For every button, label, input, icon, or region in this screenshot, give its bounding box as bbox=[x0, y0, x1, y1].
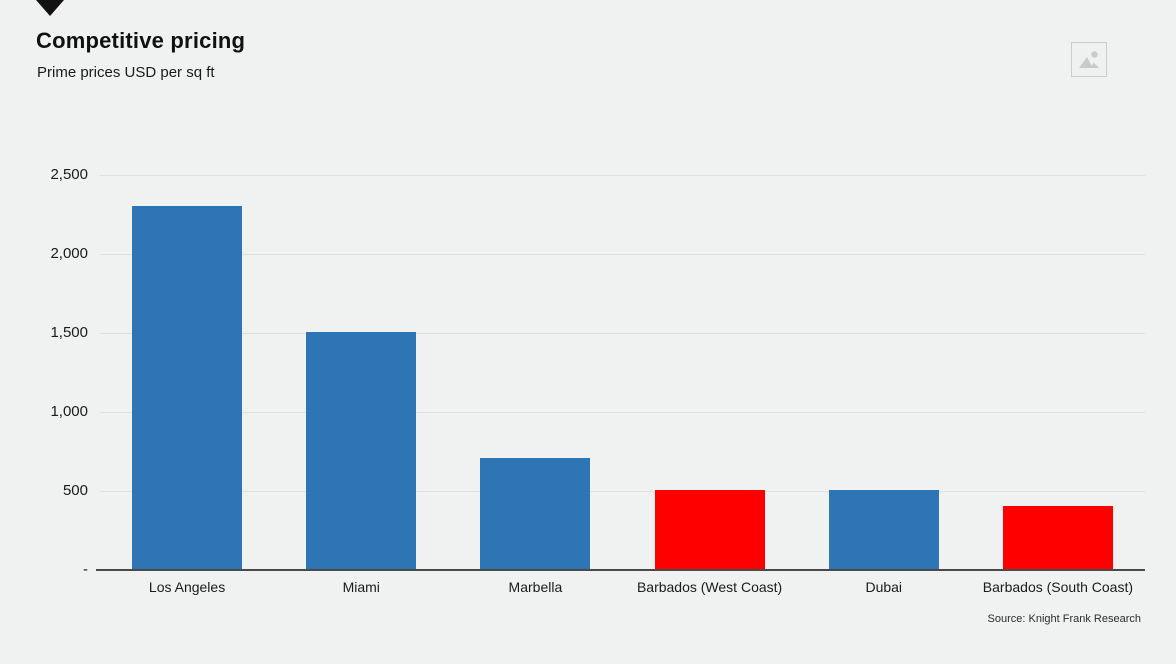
bar-miami bbox=[306, 332, 417, 569]
bar-barbados-west-coast bbox=[654, 490, 765, 569]
x-axis-label-barbados-west-coast: Barbados (West Coast) bbox=[636, 579, 783, 595]
x-axis-label-dubai: Dubai bbox=[865, 579, 903, 595]
gridline bbox=[100, 491, 1145, 492]
plot-area bbox=[96, 175, 1145, 571]
x-axis-label-los-angeles: Los Angeles bbox=[148, 579, 226, 595]
bar-los-angeles bbox=[132, 205, 243, 569]
y-axis-tick-label: - bbox=[83, 561, 88, 578]
source-credit: Source: Knight Frank Research bbox=[987, 613, 1141, 625]
y-axis-tick-label: 2,500 bbox=[50, 166, 88, 183]
broken-image-glyph bbox=[1079, 51, 1099, 68]
x-axis-label-barbados-south-coast: Barbados (South Coast) bbox=[982, 579, 1133, 595]
gridline bbox=[100, 333, 1145, 334]
broken-image-icon bbox=[1071, 42, 1107, 77]
bar-dubai bbox=[828, 490, 939, 569]
gridline bbox=[100, 175, 1145, 176]
bar-barbados-south-coast bbox=[1002, 505, 1113, 569]
gridline bbox=[100, 412, 1145, 413]
chart-title: Competitive pricing bbox=[36, 28, 246, 53]
x-axis-line bbox=[96, 569, 1145, 571]
chart-subtitle: Prime prices USD per sq ft bbox=[37, 64, 215, 81]
gridline bbox=[100, 254, 1145, 255]
x-axis-label-miami: Miami bbox=[342, 579, 380, 595]
y-axis-tick-label: 1,500 bbox=[50, 324, 88, 341]
down-triangle-marker-icon bbox=[36, 0, 64, 16]
y-axis-tick-label: 500 bbox=[62, 482, 88, 499]
y-axis-tick-label: 2,000 bbox=[50, 245, 88, 262]
y-axis-tick-label: 1,000 bbox=[50, 403, 88, 420]
x-axis-label-marbella: Marbella bbox=[508, 579, 563, 595]
bar-marbella bbox=[480, 458, 591, 569]
